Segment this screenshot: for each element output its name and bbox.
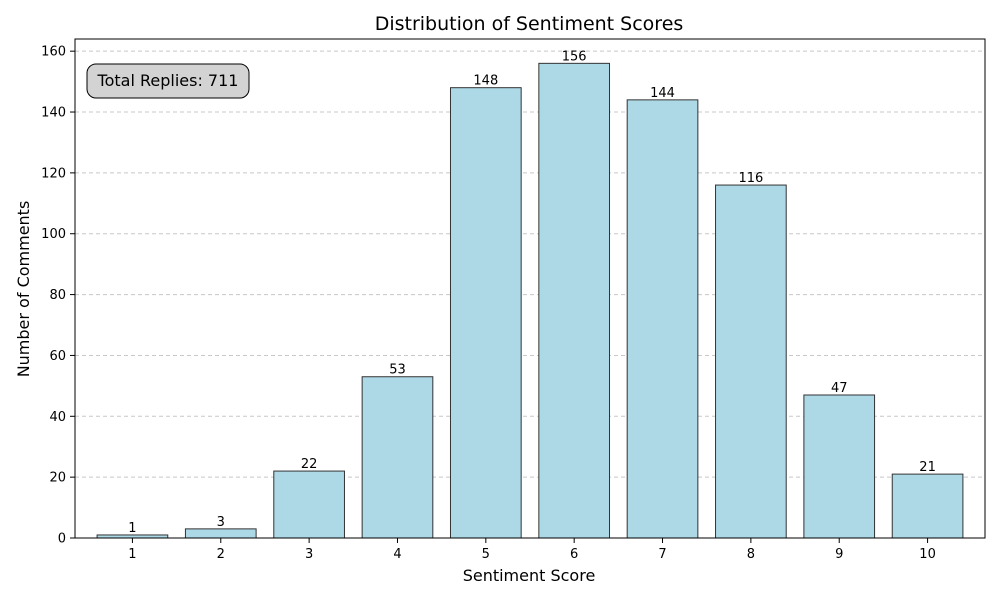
- bar-value-label: 21: [919, 460, 936, 475]
- bar-value-label: 1: [128, 521, 136, 536]
- x-tick-label: 9: [835, 547, 843, 562]
- x-tick-label: 6: [570, 547, 578, 562]
- y-tick-label: 160: [41, 45, 66, 60]
- bar-score-6: [538, 62, 611, 539]
- x-tick-label: 8: [747, 547, 755, 562]
- bar-score-4: [361, 376, 434, 539]
- x-tick-label: 4: [393, 547, 401, 562]
- bar-value-label: 3: [217, 515, 225, 530]
- bar-score-7: [626, 99, 699, 539]
- y-tick-label: 40: [49, 410, 66, 425]
- plot-frame: [74, 38, 986, 539]
- x-tick-label: 3: [305, 547, 313, 562]
- annotation-text: Total Replies: 711: [97, 71, 239, 90]
- axes: 0 20 40 60 80 100 120 140 160 1 2 3 4 5 6 7 8 9 10: [41, 38, 986, 562]
- x-tick-label: 7: [658, 547, 666, 562]
- bar-score-8: [715, 184, 787, 539]
- x-tick-label: 1: [128, 547, 136, 562]
- x-tick-label: 5: [482, 547, 490, 562]
- y-tick-label: 0: [58, 532, 66, 547]
- bar-score-9: [803, 394, 876, 539]
- bar-value-label: 53: [389, 363, 406, 378]
- x-tick-label: 2: [217, 547, 225, 562]
- bar-score-5: [449, 87, 522, 539]
- chart-title: Distribution of Sentiment Scores: [375, 13, 684, 35]
- x-tick-label: 10: [919, 547, 936, 562]
- bar-score-2: [184, 528, 257, 539]
- y-tick-label: 120: [41, 166, 66, 181]
- y-tick-label: 100: [41, 227, 66, 242]
- bars: [96, 62, 964, 539]
- bar-value-label: 148: [473, 74, 498, 89]
- y-axis-title: Number of Comments: [14, 201, 33, 378]
- y-tick-label: 80: [49, 288, 66, 303]
- bar-value-label: 144: [650, 86, 675, 101]
- bar-value-label: 47: [831, 381, 848, 396]
- bar-score-10: [891, 473, 964, 539]
- y-tick-label: 60: [49, 349, 66, 364]
- y-tick-label: 20: [49, 471, 66, 486]
- total-replies-annotation: Total Replies: 711: [86, 63, 250, 99]
- x-axis-title: Sentiment Score: [463, 566, 596, 585]
- bar-value-label: 116: [738, 171, 763, 186]
- bar-score-3: [273, 470, 345, 539]
- bar-value-label: 156: [562, 49, 587, 64]
- y-tick-label: 140: [41, 106, 66, 121]
- annotation-box: [86, 63, 250, 99]
- bar-value-label: 22: [301, 457, 318, 472]
- data-labels: 1 3 22 53 148 156 144 116 47 21: [128, 49, 936, 536]
